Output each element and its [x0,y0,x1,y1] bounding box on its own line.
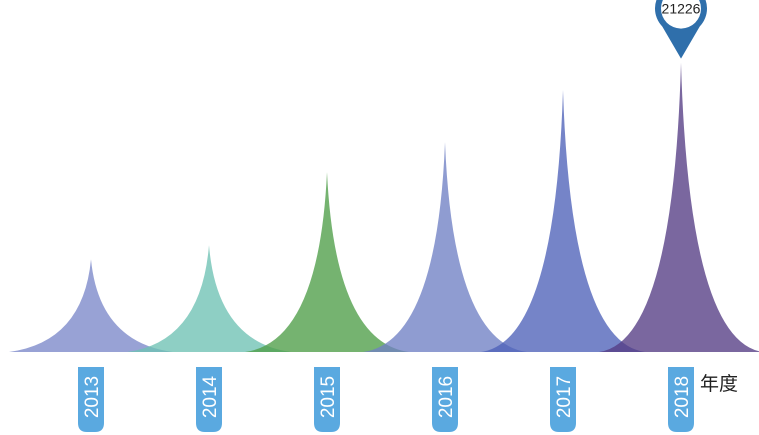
x-tick-badge [550,367,576,432]
bar-2017 [481,90,645,352]
bar-2018 [599,62,759,352]
x-tick-label: 2013 [82,376,103,418]
x-axis-label: 年度 [700,373,738,395]
bar-group [9,62,759,352]
x-tick-label: 2018 [672,376,693,418]
marker-value-label: 21226 [662,1,701,17]
x-tick-badge [196,367,222,432]
x-tick-2017: 2017 [550,367,576,432]
x-tick-2013: 2013 [78,367,104,432]
bar-2015 [245,172,409,352]
x-tick-badge [668,367,694,432]
marker-pin-hole [661,0,701,29]
bar-2016 [363,142,527,352]
x-tick-label: 2015 [318,376,339,418]
x-axis-ticks: 2013 2014 2015 2016 2017 2018 [78,367,694,432]
x-tick-2018: 2018 [668,367,694,432]
x-tick-label: 2017 [554,376,575,418]
x-tick-2016: 2016 [432,367,458,432]
bar-2014 [127,245,291,352]
x-tick-badge [432,367,458,432]
x-tick-2015: 2015 [314,367,340,432]
bar-2013 [9,259,173,352]
x-tick-badge [78,367,104,432]
x-tick-label: 2014 [200,375,221,418]
x-tick-badge [314,367,340,432]
value-marker: 21226 [655,0,707,59]
x-tick-2014: 2014 [196,367,222,432]
x-tick-label: 2016 [436,376,457,418]
